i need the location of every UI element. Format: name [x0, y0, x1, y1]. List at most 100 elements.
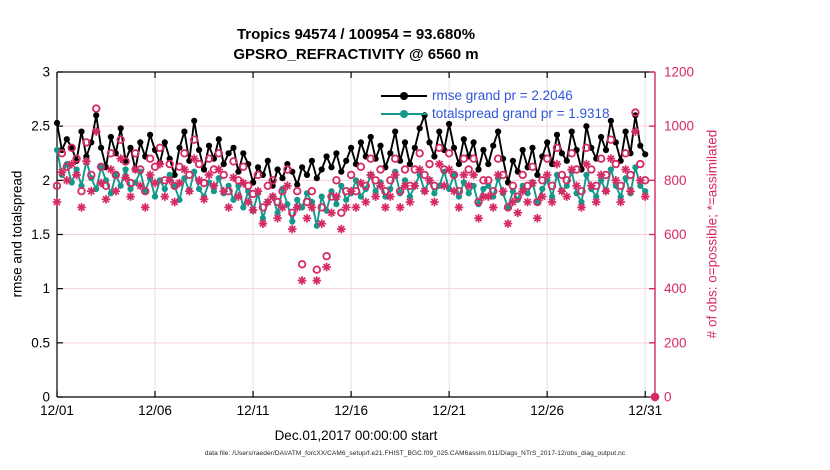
data-point [73, 166, 80, 173]
data-point [196, 185, 203, 193]
grid-lines [57, 72, 655, 397]
possible-obs-marker [562, 176, 571, 185]
possible-obs-marker [145, 154, 155, 163]
y-right-tick-label: 200 [664, 335, 687, 350]
legend-label-totalspread: totalspread grand pr = 1.9318 [432, 106, 610, 121]
data-point [171, 171, 178, 178]
data-point [436, 128, 443, 135]
data-point [568, 128, 575, 135]
data-point [401, 139, 409, 146]
data-point [534, 171, 541, 178]
data-point [431, 153, 438, 160]
possible-obs-marker [52, 181, 62, 190]
data-point [637, 142, 644, 149]
possible-obs-marker [317, 203, 326, 212]
data-point [470, 139, 477, 146]
data-point [225, 150, 232, 157]
possible-obs-marker [155, 143, 165, 152]
data-point [642, 151, 649, 158]
possible-obs-marker [611, 159, 620, 169]
data-point [328, 164, 335, 171]
data-point [122, 166, 129, 173]
data-point [593, 193, 600, 200]
data-point [117, 182, 124, 189]
data-point [259, 215, 266, 222]
legend: rmse grand pr = 2.2046 totalspread grand… [381, 87, 610, 123]
data-point [117, 125, 124, 132]
possible-obs-marker [77, 186, 86, 196]
possible-obs-marker [346, 170, 356, 180]
possible-obs-marker [332, 176, 341, 185]
y-left-tick-label: 1.5 [31, 227, 50, 242]
data-point [539, 185, 546, 193]
possible-obs-marker [582, 143, 591, 152]
data-point [583, 123, 590, 130]
data-point [357, 139, 364, 146]
data-point [338, 182, 345, 189]
data-point [578, 198, 585, 206]
data-point [460, 179, 467, 186]
y-axis-label-left: rmse and totalspread [9, 170, 25, 298]
possible-obs-marker [469, 154, 478, 163]
y-right-tick-label: 1200 [664, 65, 694, 80]
data-point [289, 218, 296, 225]
data-point [112, 171, 119, 178]
possible-obs-marker [371, 176, 380, 185]
data-point [485, 182, 492, 189]
possible-obs-marker [484, 176, 493, 185]
data-point [387, 150, 394, 157]
possible-obs-marker [376, 165, 385, 174]
possible-obs-marker [464, 165, 473, 174]
possible-obs-marker [479, 176, 488, 185]
data-point [240, 150, 247, 157]
possible-obs-marker [180, 149, 189, 158]
possible-obs-marker [185, 170, 194, 180]
data-point [352, 177, 360, 184]
possible-obs-marker [474, 197, 483, 207]
possible-obs-marker [543, 154, 552, 163]
possible-obs-marker [214, 149, 223, 158]
possible-obs-marker [577, 186, 586, 196]
data-point [495, 128, 502, 135]
possible-obs-marker [616, 181, 625, 190]
data-point [460, 136, 467, 143]
data-point [333, 150, 340, 157]
x-tick-label: 12/06 [138, 403, 172, 418]
possible-obs-marker [631, 108, 640, 117]
data-point [53, 119, 61, 126]
possible-obs-marker [459, 154, 468, 163]
data-point [279, 175, 286, 182]
data-point [485, 161, 492, 168]
data-point [318, 166, 325, 173]
possible-obs-marker [111, 170, 120, 180]
data-point [200, 166, 208, 173]
y-left-tick-label: 2 [42, 173, 50, 188]
data-point [465, 190, 472, 197]
data-point [558, 150, 566, 157]
data-point [299, 164, 306, 171]
data-point [343, 196, 350, 203]
data-point [210, 188, 217, 195]
rmse-line-marker-icon [381, 92, 427, 100]
possible-obs-marker [587, 165, 596, 174]
data-point [127, 144, 134, 151]
possible-obs-marker [273, 197, 282, 207]
data-point [480, 185, 487, 193]
possible-obs-marker [636, 159, 645, 169]
data-point [450, 171, 458, 178]
totalspread-dot-icon [400, 110, 408, 118]
data-point [534, 198, 541, 206]
data-point [406, 193, 413, 200]
data-point [63, 136, 70, 143]
data-point [490, 142, 497, 149]
possible-obs-marker [116, 135, 125, 144]
data-point [254, 164, 262, 171]
y-left-tick-label: 0.5 [31, 335, 50, 350]
x-tick-label: 12/21 [432, 403, 466, 418]
possible-obs-marker [518, 170, 527, 180]
data-point [264, 157, 271, 164]
data-point [235, 182, 242, 189]
possible-obs-marker [82, 138, 91, 147]
possible-obs-marker [415, 149, 424, 158]
